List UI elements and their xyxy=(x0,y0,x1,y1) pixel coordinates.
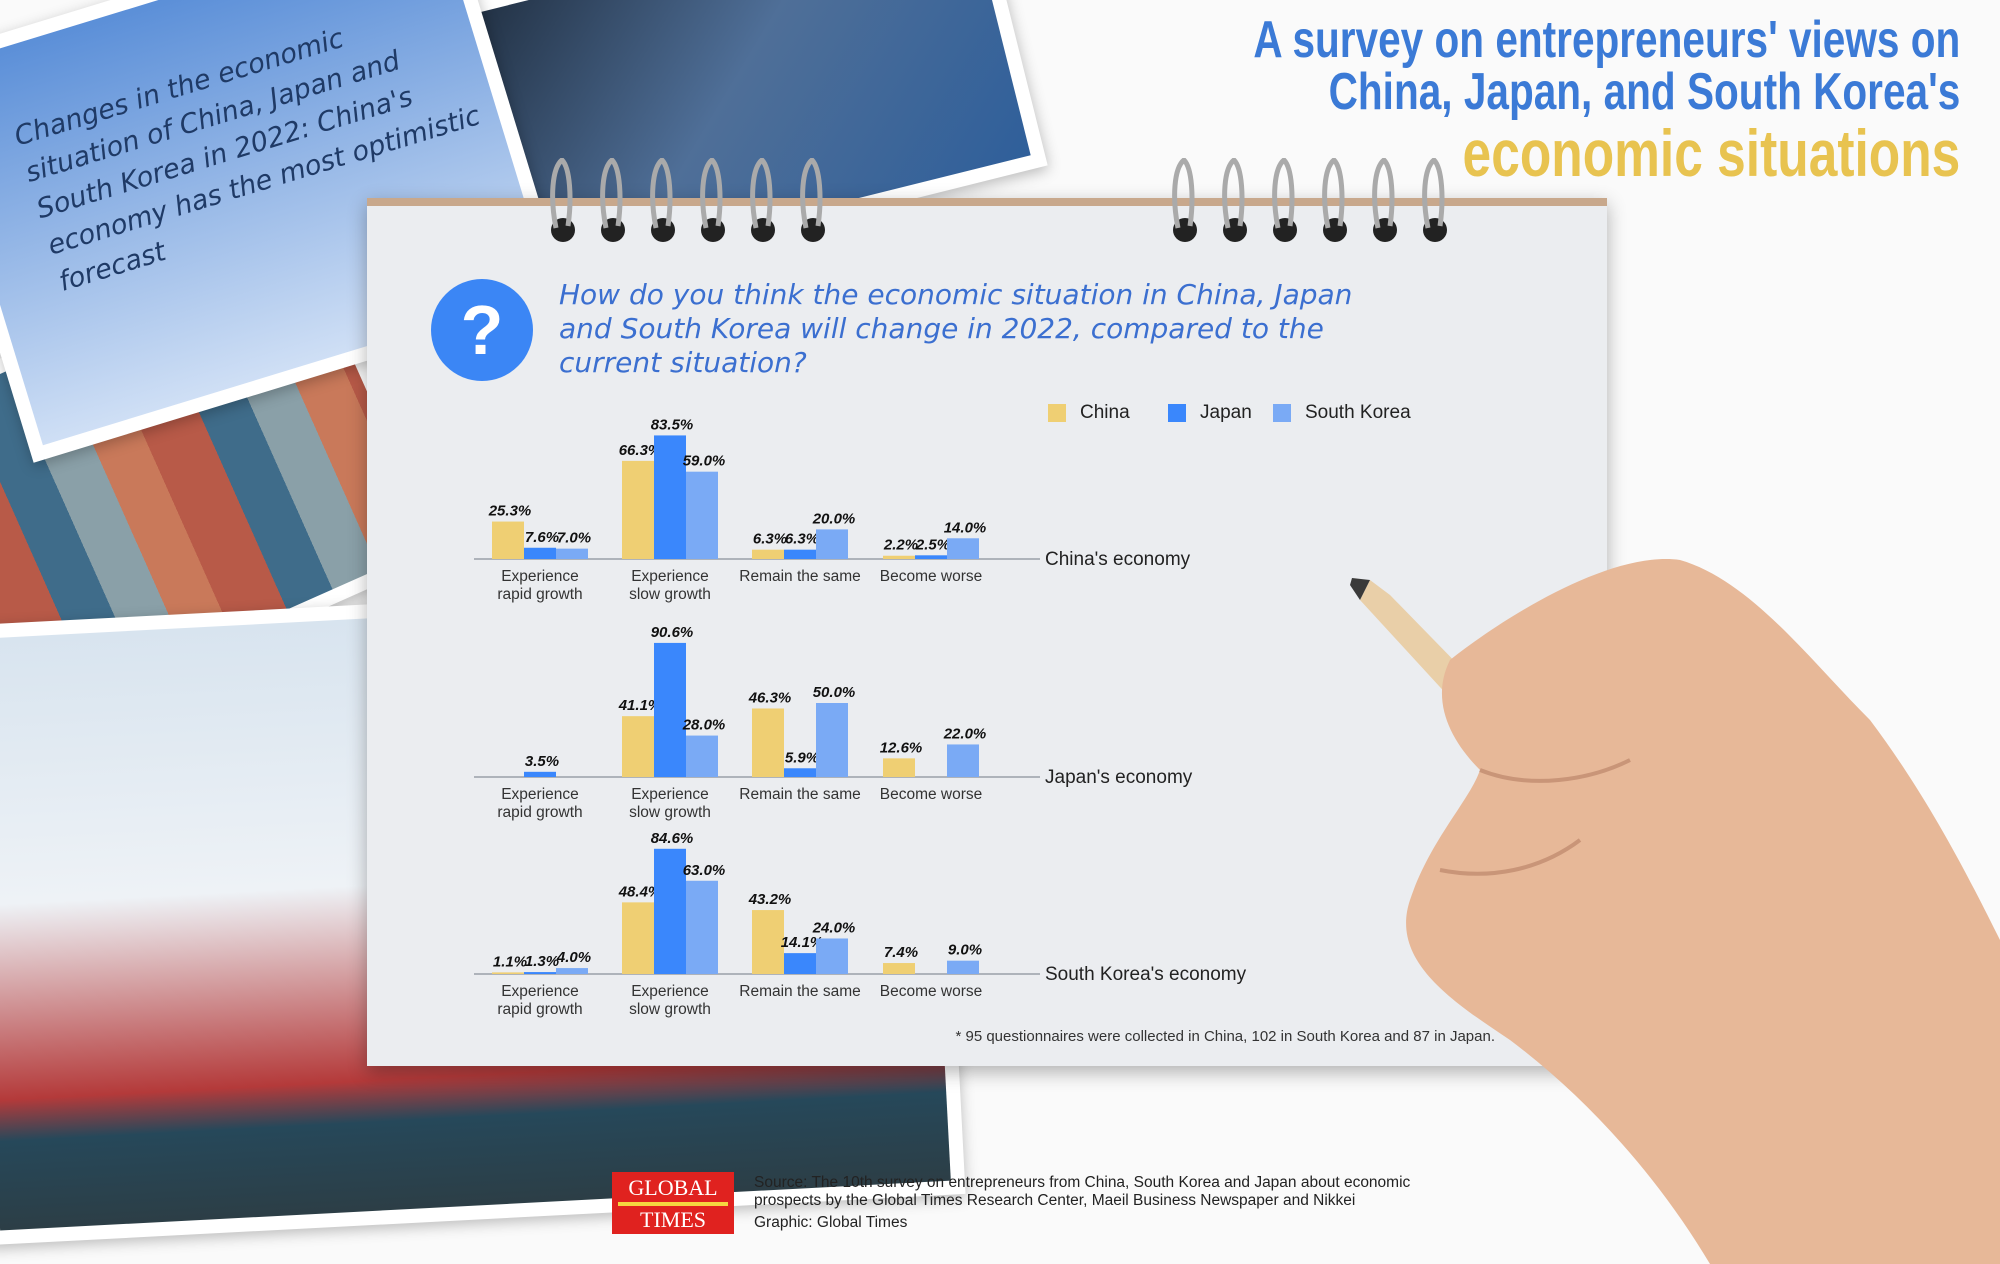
spiral-ring xyxy=(748,156,778,248)
spiral-ring xyxy=(698,156,728,248)
legend-label: China xyxy=(1080,402,1130,423)
logo-bottom: TIMES xyxy=(640,1207,706,1232)
legend-swatch-china xyxy=(1048,404,1066,422)
question-mark-icon: ? xyxy=(431,279,533,381)
legend-label: South Korea xyxy=(1305,402,1411,423)
legend-item-japan: Japan xyxy=(1168,402,1252,424)
legend-item-china: China xyxy=(1048,402,1130,424)
spiral-ring xyxy=(1320,156,1350,248)
source-line-1: Source: The 10th survey on entrepreneurs… xyxy=(754,1174,1411,1191)
legend-swatch-japan xyxy=(1168,404,1186,422)
question-text: How do you think the economic situation … xyxy=(559,278,1353,379)
footnote: * 95 questionnaires were collected in Ch… xyxy=(955,1028,1495,1045)
legend-item-south-korea: South Korea xyxy=(1273,402,1411,424)
source-line-2: prospects by the Global Times Research C… xyxy=(754,1192,1356,1209)
spiral-ring xyxy=(1420,156,1450,248)
title-line-1: A survey on entrepreneurs' views on xyxy=(1253,11,1960,69)
legend-label: Japan xyxy=(1200,402,1252,423)
title-line-2: China, Japan, and South Korea's xyxy=(1328,63,1960,121)
graphic-credit: Graphic: Global Times xyxy=(754,1214,908,1231)
page-title: A survey on entrepreneurs' views on Chin… xyxy=(1253,14,1960,188)
logo-top: GLOBAL xyxy=(628,1175,718,1200)
spiral-ring xyxy=(1170,156,1200,248)
title-line-3: economic situations xyxy=(1462,116,1960,190)
spiral-ring xyxy=(1370,156,1400,248)
hand-with-pencil-image xyxy=(1350,559,2000,1264)
spiral-ring xyxy=(1270,156,1300,248)
spiral-ring xyxy=(798,156,828,248)
spiral-ring xyxy=(548,156,578,248)
source-note: Source: The 10th survey on entrepreneurs… xyxy=(754,1174,1474,1232)
global-times-logo: GLOBAL TIMES xyxy=(612,1172,734,1234)
spiral-ring xyxy=(1220,156,1250,248)
legend-swatch-south-korea xyxy=(1273,404,1291,422)
spiral-ring xyxy=(648,156,678,248)
spiral-ring xyxy=(598,156,628,248)
